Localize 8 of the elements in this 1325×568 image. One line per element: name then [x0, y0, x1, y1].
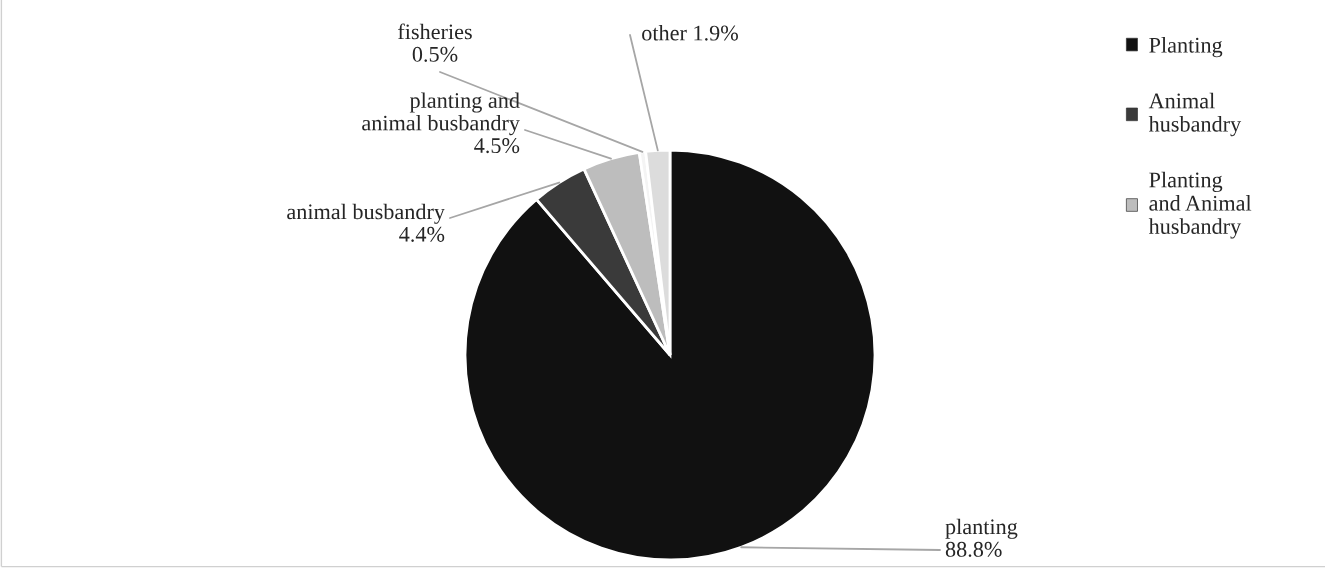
data-label: other 1.9%	[642, 24, 738, 41]
legend-label: Animal husbandry	[1148, 92, 1242, 137]
legend-label: Planting and Animal husbandry	[1148, 171, 1252, 239]
data-label: animal busbandry 4.4%	[287, 203, 445, 242]
data-label: planting 88.8%	[945, 518, 1018, 557]
data-label: fisheries 0.5%	[398, 23, 472, 62]
data-label: planting and animal busbandry 4.5%	[362, 92, 520, 154]
legend-label: Planting	[1149, 37, 1223, 58]
